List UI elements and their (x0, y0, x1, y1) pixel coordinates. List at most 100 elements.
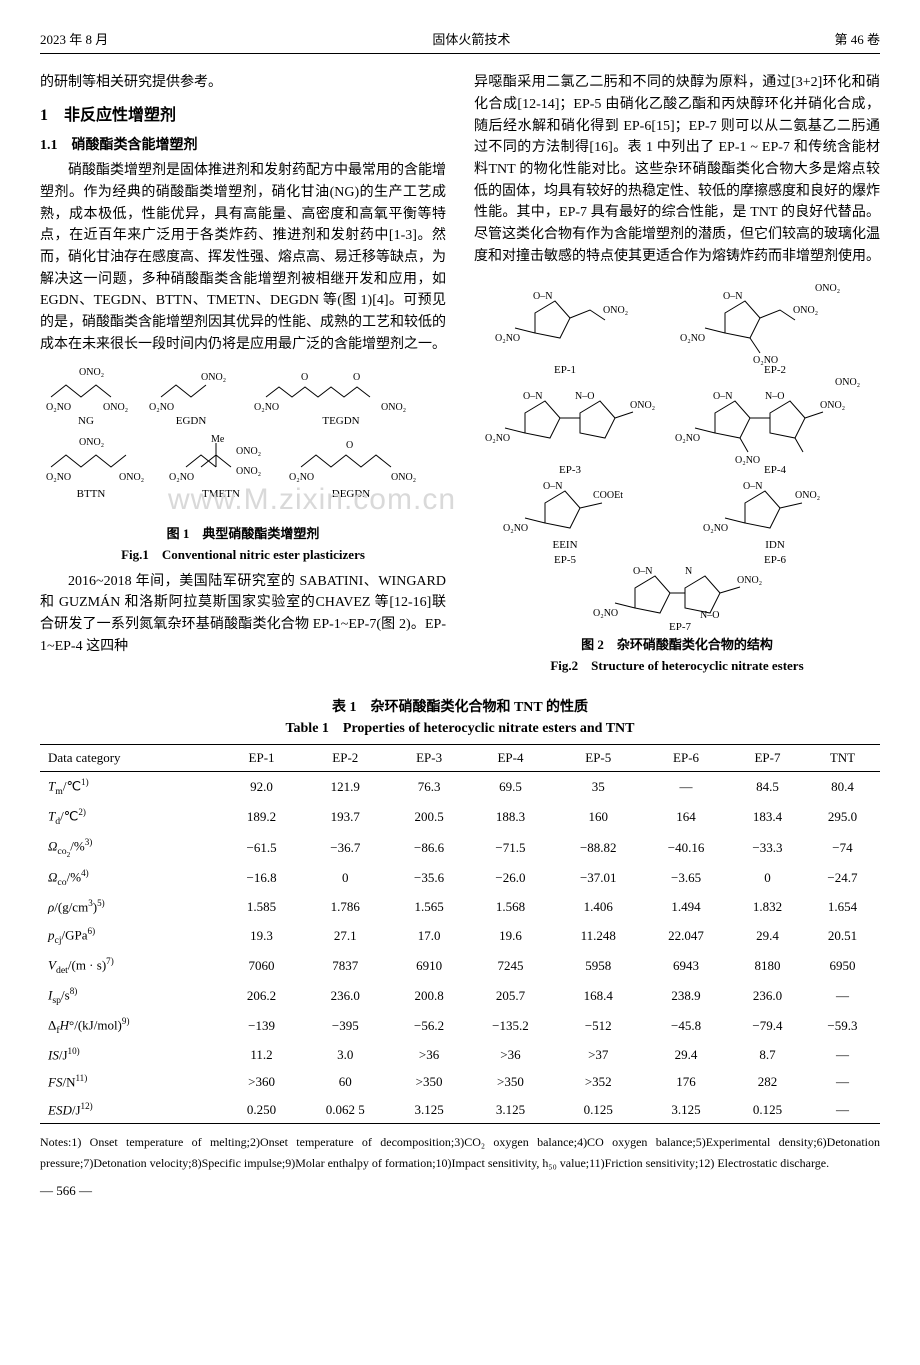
figure-2: O₂NO O–N ONO₂ O₂NO O–N ONO₂ O₂NO ONO₂ O₂… (474, 273, 880, 676)
table-cell: 176 (642, 1068, 730, 1095)
svg-text:O₂NO: O₂NO (593, 608, 618, 619)
table-cell: 0.250 (224, 1096, 299, 1124)
table-col-header: EP-2 (299, 744, 392, 771)
table-cell: 160 (554, 802, 642, 832)
table-cell: 1.565 (392, 893, 467, 920)
label-egdn: EGDN (175, 415, 206, 427)
svg-text:O₂NO: O₂NO (503, 523, 528, 534)
table-cell: 0 (730, 863, 805, 893)
table-cell: −45.8 (642, 1011, 730, 1041)
label-ep6: EP-6 (764, 554, 787, 566)
table-cell: >350 (467, 1068, 555, 1095)
label-ep4: EP-4 (764, 464, 787, 476)
table-cell: — (805, 1068, 880, 1095)
label-ep7: EP-7 (669, 621, 692, 633)
svg-text:O₂NO: O₂NO (485, 433, 510, 444)
table-col-header: EP-6 (642, 744, 730, 771)
table-row: ρ/(g/cm3)5)1.5851.7861.5651.5681.4061.49… (40, 893, 880, 920)
table-row: Tm/℃1)92.0121.976.369.535—84.580.4 (40, 772, 880, 803)
label-idn: IDN (765, 539, 785, 551)
svg-text:ONO₂: ONO₂ (391, 472, 416, 483)
table-cell: −33.3 (730, 832, 805, 863)
page-number: — 566 — (40, 1181, 880, 1201)
table-cell: — (805, 981, 880, 1011)
table-cell: −37.01 (554, 863, 642, 893)
svg-text:O–N: O–N (543, 481, 562, 492)
table-row: Ωco/%4)−16.80−35.6−26.0−37.01−3.650−24.7 (40, 863, 880, 893)
svg-text:ONO₂: ONO₂ (630, 400, 655, 411)
svg-text:O₂NO: O₂NO (169, 472, 194, 483)
fig1-caption-cn: 图 1 典型硝酸酯类增塑剂 (40, 524, 446, 544)
table-cell: 236.0 (730, 981, 805, 1011)
table-cell: 3.0 (299, 1041, 392, 1068)
svg-text:ONO₂: ONO₂ (381, 402, 406, 413)
row-label: pcj/GPa6) (40, 921, 224, 951)
table-cell: 69.5 (467, 772, 555, 803)
table-cell: 0.125 (554, 1096, 642, 1124)
table-cell: 193.7 (299, 802, 392, 832)
table-row: FS/N11)>36060>350>350>352176282— (40, 1068, 880, 1095)
table-row: ESD/J12)0.2500.062 53.1253.1250.1253.125… (40, 1096, 880, 1124)
svg-text:O₂NO: O₂NO (675, 433, 700, 444)
table-cell: 1.406 (554, 893, 642, 920)
table-cell: −35.6 (392, 863, 467, 893)
svg-text:O₂NO: O₂NO (46, 472, 71, 483)
fig1-caption-en: Fig.1 Conventional nitric ester plastici… (40, 545, 446, 565)
svg-text:O₂NO: O₂NO (735, 455, 760, 466)
svg-text:O: O (353, 372, 360, 383)
table-1: Data categoryEP-1EP-2EP-3EP-4EP-5EP-6EP-… (40, 744, 880, 1124)
svg-text:O₂NO: O₂NO (680, 333, 705, 344)
svg-text:O–N: O–N (633, 566, 652, 577)
table-cell: 76.3 (392, 772, 467, 803)
row-label: ESD/J12) (40, 1096, 224, 1124)
svg-text:N–O: N–O (765, 391, 784, 402)
svg-text:ONO₂: ONO₂ (603, 305, 628, 316)
table-cell: 295.0 (805, 802, 880, 832)
table-cell: 60 (299, 1068, 392, 1095)
table-cell: 1.786 (299, 893, 392, 920)
svg-text:ONO₂: ONO₂ (793, 305, 818, 316)
table-cell: −16.8 (224, 863, 299, 893)
figure-1: www.M.zixin.com.cn O₂NO ONO₂ ONO₂ O₂NO O… (40, 362, 446, 565)
table-cell: −395 (299, 1011, 392, 1041)
table-cell: −88.82 (554, 832, 642, 863)
table-cell: >360 (224, 1068, 299, 1095)
table-notes: Notes:1) Onset temperature of melting;2)… (40, 1132, 880, 1173)
table-col-header: EP-4 (467, 744, 555, 771)
svg-text:O–N: O–N (743, 481, 762, 492)
table-cell: 189.2 (224, 802, 299, 832)
right-column: 异噁酯采用二氯乙二肟和不同的炔醇为原料，通过[3+2]环化和硝化合成[12-14… (474, 72, 880, 682)
table-cell: 19.6 (467, 921, 555, 951)
section-1-1-heading: 1.1 硝酸酯类含能增塑剂 (40, 135, 446, 157)
svg-text:ONO₂: ONO₂ (236, 446, 261, 457)
table-cell: −512 (554, 1011, 642, 1041)
svg-text:COOEt: COOEt (593, 490, 623, 501)
table-cell: 1.494 (642, 893, 730, 920)
fig2-caption-en: Fig.2 Structure of heterocyclic nitrate … (474, 656, 880, 676)
table-cell: 27.1 (299, 921, 392, 951)
table-cell: −40.16 (642, 832, 730, 863)
row-label: Ωco/%4) (40, 863, 224, 893)
table-cell: 1.832 (730, 893, 805, 920)
svg-text:ONO₂: ONO₂ (820, 400, 845, 411)
table-cell: 1.585 (224, 893, 299, 920)
table-cell: −86.6 (392, 832, 467, 863)
table-cell: — (642, 772, 730, 803)
table-cell: 3.125 (467, 1096, 555, 1124)
left-column: 的研制等相关研究提供参考。 1 非反应性增塑剂 1.1 硝酸酯类含能增塑剂 硝酸… (40, 72, 446, 682)
label-ep1: EP-1 (554, 364, 576, 376)
svg-text:O: O (346, 440, 353, 451)
table-cell: 3.125 (392, 1096, 467, 1124)
table-cell: −79.4 (730, 1011, 805, 1041)
table-cell: >36 (467, 1041, 555, 1068)
svg-text:ONO₂: ONO₂ (79, 437, 104, 448)
table-cell: 1.568 (467, 893, 555, 920)
table-cell: 0.125 (730, 1096, 805, 1124)
table-cell: 22.047 (642, 921, 730, 951)
table-row: Td/℃2)189.2193.7200.5188.3160164183.4295… (40, 802, 880, 832)
svg-text:N–O: N–O (700, 610, 719, 621)
table-cell: −71.5 (467, 832, 555, 863)
table-row: Vdet/(m · s)7)70607837691072455958694381… (40, 951, 880, 981)
label-degdn: DEGDN (331, 488, 370, 500)
table1-caption-en: Table 1 Properties of heterocyclic nitra… (40, 718, 880, 740)
